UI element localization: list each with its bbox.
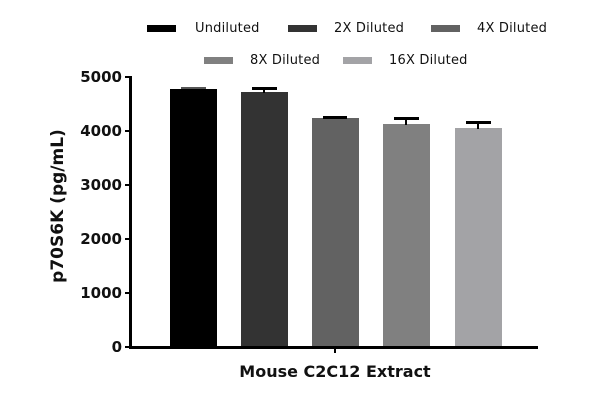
legend-label: 8X Diluted [250,52,321,68]
legend-swatch [343,56,372,64]
legend-label: 16X Diluted [389,52,468,68]
error-bar-cap [252,87,277,90]
y-tick [125,292,130,294]
error-bar [477,122,479,129]
y-tick-label: 3000 [80,176,122,194]
y-tick-label: 1000 [80,284,122,302]
y-tick [125,346,130,348]
legend-item-4x-diluted: 4X Diluted [431,20,547,36]
y-tick-label: 5000 [80,68,122,86]
error-bar-cap [181,87,206,89]
x-axis-line [129,346,538,349]
error-bar-cap [466,121,491,124]
y-axis-line [129,76,132,349]
y-tick [125,130,130,132]
y-tick [125,184,130,186]
bar-16x-diluted [455,128,502,347]
legend-label: 2X Diluted [334,20,405,36]
error-bar-cap [323,116,347,119]
bar-undiluted [170,89,217,347]
y-tick [125,76,130,78]
y-axis-label: p70S6K (pg/mL) [48,129,68,283]
y-tick-label: 4000 [80,122,122,140]
legend-item-2x-diluted: 2X Diluted [288,20,404,36]
legend-label: 4X Diluted [477,20,548,36]
legend-swatch [288,24,317,32]
legend-swatch [204,56,233,64]
bar-8x-diluted [383,124,430,347]
legend-label: Undiluted [195,20,260,36]
y-tick [125,238,130,240]
legend-item-16x-diluted: 16X Diluted [343,52,468,68]
legend-swatch [147,24,176,32]
error-bar [405,118,407,125]
error-bar-cap [394,117,419,120]
legend-swatch [431,24,460,32]
bar-4x-diluted [312,118,359,347]
error-bar [192,88,194,90]
bar-2x-diluted [241,92,288,347]
y-tick-label: 2000 [80,230,122,248]
x-axis-label: Mouse C2C12 Extract [239,362,431,381]
legend-item-undiluted: Undiluted [147,20,260,36]
y-tick-label: 0 [111,338,122,356]
x-tick [334,348,336,353]
legend-item-8x-diluted: 8X Diluted [204,52,320,68]
error-bar [263,88,265,93]
